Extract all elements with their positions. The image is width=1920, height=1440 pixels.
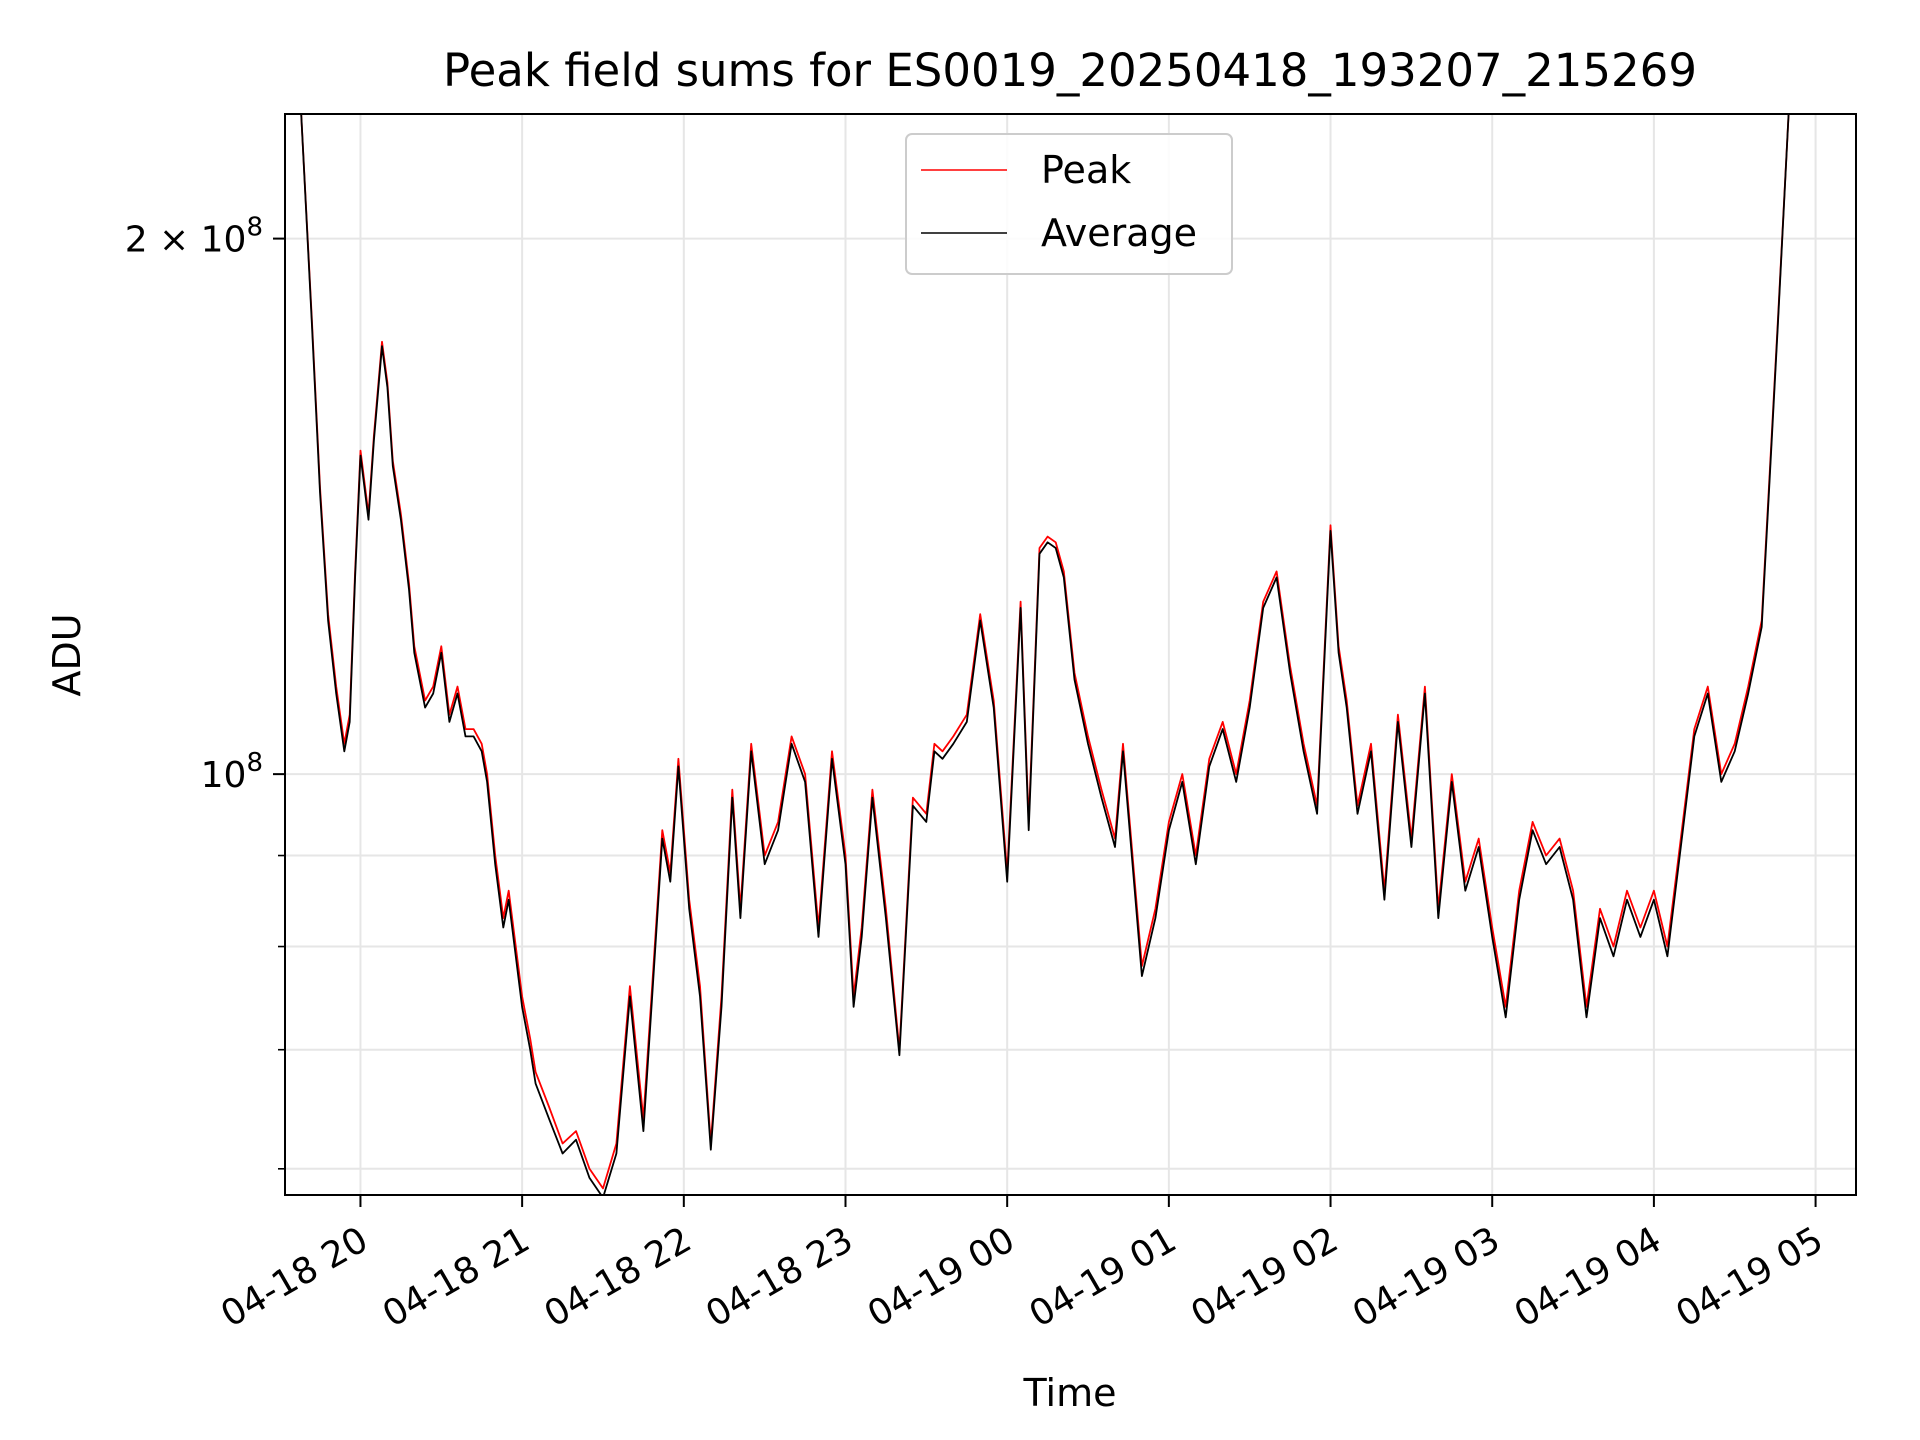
series-line-average (285, 114, 1803, 1195)
y-axis-label: ADU (45, 613, 89, 696)
legend-label-average: Average (1041, 211, 1197, 255)
plot-lines (285, 114, 1803, 1195)
y-axis: 108 2 × 108 (125, 213, 285, 1170)
y-tick-label: 108 (201, 748, 263, 796)
series-line-peak (285, 114, 1803, 1190)
legend-box (905, 133, 1233, 275)
grid (285, 114, 1856, 1195)
y-tick-label: 2 × 108 (125, 213, 263, 261)
plot-frame (284, 113, 1857, 1196)
legend: Peak Average (905, 133, 1233, 275)
legend-label-peak: Peak (1041, 148, 1131, 192)
x-axis-label: Time (1023, 1371, 1117, 1415)
chart-title: Peak field sums for ES0019_20250418_1932… (443, 44, 1697, 97)
